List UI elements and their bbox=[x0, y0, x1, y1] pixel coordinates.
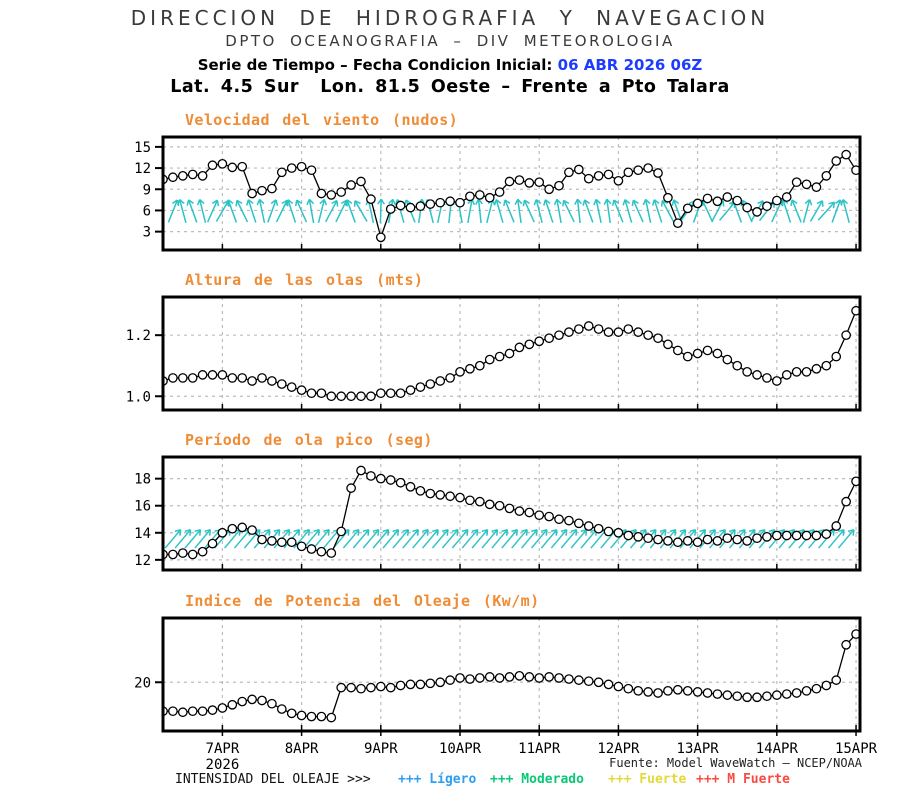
x-tick-label: 13APR bbox=[677, 741, 720, 757]
legend-item-ligero: +++ Lígero bbox=[398, 772, 476, 787]
wind-speed-series bbox=[159, 150, 860, 241]
swell-intensity-legend: INTENSIDAD DEL OLEAJE >>> +++ Lígero +++… bbox=[0, 772, 900, 792]
y-tick-label: 3 bbox=[143, 225, 151, 241]
x-tick-label: 9APR bbox=[364, 741, 398, 757]
y-tick-label: 18 bbox=[134, 472, 151, 488]
x-tick-label: 12APR bbox=[597, 741, 640, 757]
legend-item-fuerte: +++ Fuerte bbox=[608, 772, 686, 787]
x-tick-label: 14APR bbox=[756, 741, 799, 757]
chart-panel-3: 20 7APR 8APR 9APR 10APR 11APR 12APR 13APR 14APR 1… bbox=[134, 618, 878, 773]
y-tick-label: 1.0 bbox=[126, 389, 151, 405]
x-axis-year-label: 2026 bbox=[206, 757, 240, 773]
wave-power-series bbox=[159, 630, 860, 722]
chart-panel-1: 1.0 1.2 bbox=[126, 297, 861, 410]
source-credit: Fuente: Model WaveWatch – NCEP/NOAA bbox=[450, 756, 862, 770]
chart-panel-2: 12 14 16 18 bbox=[134, 457, 860, 570]
y-tick-label: 12 bbox=[134, 553, 151, 569]
wave-height-series bbox=[159, 307, 860, 401]
y-tick-label: 1.2 bbox=[126, 328, 151, 344]
legend-item-moderado: +++ Moderado bbox=[490, 772, 584, 787]
x-tick-label: 10APR bbox=[439, 741, 482, 757]
y-tick-label: 16 bbox=[134, 499, 151, 515]
y-tick-label: 14 bbox=[134, 526, 151, 542]
y-tick-label: 15 bbox=[134, 140, 151, 156]
y-tick-label: 9 bbox=[143, 182, 151, 198]
y-tick-label: 12 bbox=[134, 161, 151, 177]
y-tick-label: 20 bbox=[134, 675, 151, 691]
legend-prefix: INTENSIDAD DEL OLEAJE >>> bbox=[175, 772, 371, 787]
y-tick-label: 6 bbox=[143, 203, 151, 219]
x-tick-label: 7APR bbox=[206, 741, 240, 757]
x-tick-label: 11APR bbox=[518, 741, 561, 757]
chart-panel-0: 3 6 9 12 15 bbox=[134, 137, 860, 250]
wave-period-series bbox=[159, 466, 860, 558]
legend-item-m-fuerte: +++ M Fuerte bbox=[696, 772, 790, 787]
x-tick-label: 15APR bbox=[835, 741, 878, 757]
x-tick-label: 8APR bbox=[285, 741, 319, 757]
